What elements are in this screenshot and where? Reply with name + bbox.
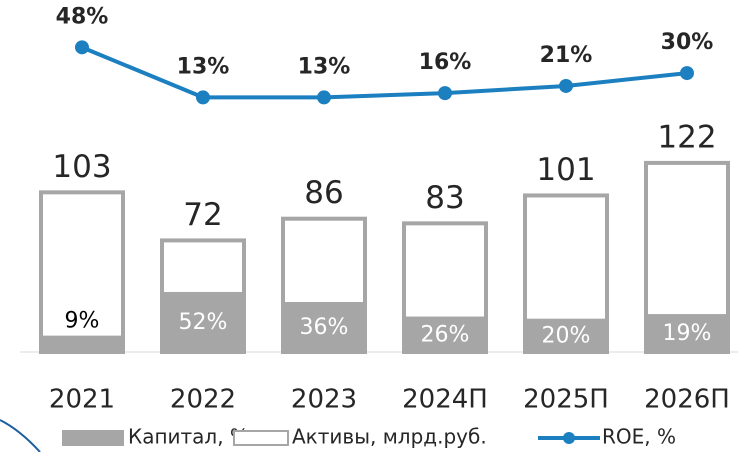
capital-bar [160,291,246,354]
capital-label: 9% [65,309,100,334]
asset-label: 83 [425,180,464,216]
capital-bar [39,335,125,354]
roe-label: 21% [540,43,593,68]
x-tick-label: 2024П [402,385,488,415]
asset-label: 86 [304,175,343,211]
legend-swatch [233,430,289,446]
capital-label: 52% [179,310,228,335]
x-tick-label: 2021 [49,385,115,415]
legend-swatch [62,430,124,446]
legend-swatch [563,432,575,444]
capital-bar [402,316,488,354]
legend-label: Капитал, % [128,425,249,449]
roe-label: 16% [419,50,472,75]
roe-label: 30% [661,30,714,55]
capital-label: 20% [542,323,591,348]
roe-marker [680,66,694,81]
roe-label: 13% [298,54,351,79]
roe-marker [317,90,331,105]
roe-marker [438,86,452,101]
asset-label: 72 [183,197,222,233]
roe-marker [75,40,89,55]
x-tick-label: 2022 [170,385,236,415]
x-tick-label: 2026П [644,385,730,415]
legend-label: ROE, % [602,425,676,449]
capital-label: 36% [300,315,349,340]
capital-label: 19% [663,321,712,346]
capital-bar [281,302,367,354]
roe-marker [196,90,210,105]
roe-label: 13% [177,54,230,79]
legend-label: Активы, млрд.руб. [292,425,487,449]
x-tick-label: 2025П [523,385,609,415]
asset-label: 122 [657,119,716,155]
capital-bar [644,314,730,355]
x-tick-label: 2023 [291,385,357,415]
asset-label: 103 [52,149,111,185]
capital-label: 26% [421,322,470,347]
capital-bar [523,318,609,355]
asset-label: 101 [536,152,595,188]
roe-label: 48% [56,4,109,29]
decoration [0,419,41,452]
roe-line [81,45,688,100]
roe-marker [559,78,573,93]
